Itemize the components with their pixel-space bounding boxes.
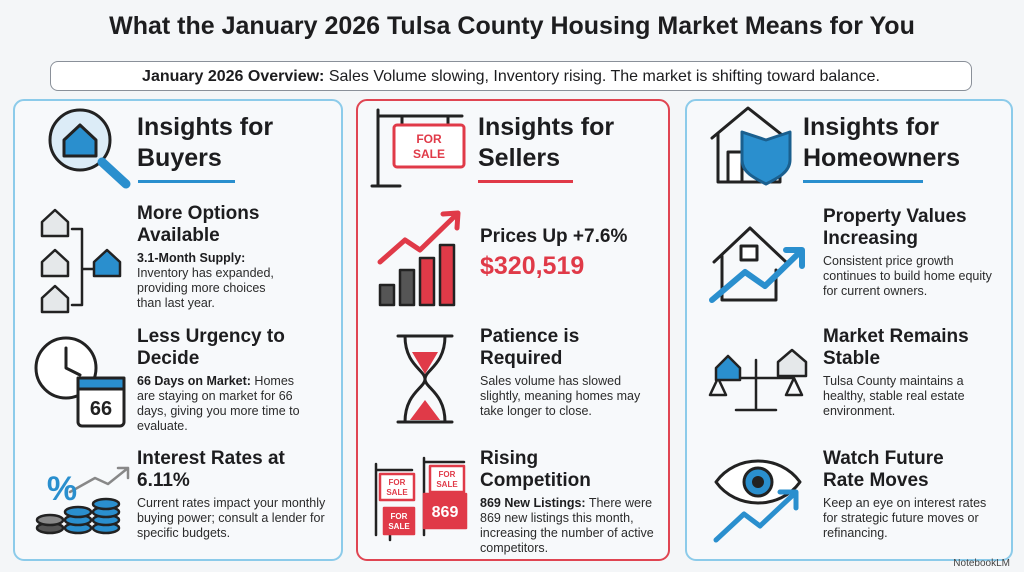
signs-icon [374, 456, 468, 542]
page-title: What the January 2026 Tulsa County Housi… [109, 12, 915, 40]
insight: Property Values Increasing Consistent pr… [823, 206, 998, 299]
sign-text: FOR [416, 132, 442, 146]
sign-text: SALE [388, 522, 410, 531]
insight: Watch Future Rate Moves Keep an eye on i… [823, 448, 993, 541]
insight-text: Inventory has expanded, providing more c… [137, 266, 274, 310]
insight-text: Consistent price growth continues to bui… [823, 254, 992, 298]
sign-text: FOR [391, 512, 408, 521]
calendar-number: 66 [90, 398, 112, 420]
insight-title: Property Values Increasing [823, 206, 967, 249]
column-heading: Insights for Homeowners [803, 113, 960, 172]
insight-title: Less Urgency to Decide [137, 326, 285, 369]
sale-sign-icon [370, 108, 466, 188]
rates-icon [35, 466, 130, 535]
panel-homeowners [685, 99, 1013, 561]
balance-icon [708, 348, 808, 412]
overview-label: January 2026 Overview: [142, 68, 325, 85]
panel-sellers [356, 99, 670, 561]
insight-title: Market Remains Stable [823, 326, 969, 369]
insight: Rising Competition 869 New Listings: The… [480, 448, 658, 556]
insight-title: Prices Up +7.6% [480, 226, 628, 247]
insight: Market Remains Stable Tulsa County maint… [823, 326, 993, 419]
insight-text: Homes are staying on market for 66 days,… [137, 374, 300, 433]
insight-title: Patience is Required [480, 326, 580, 369]
house-shield-icon [710, 106, 792, 186]
insight-text: Keep an eye on interest rates for strate… [823, 496, 987, 540]
magnifier-icon [48, 108, 131, 189]
growth-chart-icon [377, 210, 461, 307]
panel-buyers [13, 99, 343, 561]
underline [803, 180, 923, 183]
insight-body: 3.1-Month Supply: Inventory has expanded,… [137, 251, 289, 311]
insight-text: Sales volume has slowed slightly, meanin… [480, 374, 641, 418]
insight-lead: 869 New Listings: [480, 496, 586, 510]
insight: Less Urgency to Decide 66 Days on Market… [137, 326, 313, 434]
insight: Prices Up +7.6% $320,519 [480, 226, 660, 281]
insight-title: Interest Rates at 6.11% [137, 448, 285, 491]
insight-title: Rising Competition [480, 448, 591, 491]
sign-text: SALE [413, 147, 445, 161]
value-growth-icon [709, 226, 805, 303]
percent-symbol: % [47, 470, 77, 508]
insight: Patience is Required Sales volume has sl… [480, 326, 645, 419]
hourglass-icon [396, 334, 454, 424]
sign-text: FOR [389, 478, 406, 487]
column-heading: Insights for Buyers [137, 113, 274, 172]
insight-lead: 3.1-Month Supply: [137, 251, 246, 265]
insight-text: There were 869 new listings this month, … [480, 496, 654, 555]
insight-body: 869 New Listings: There were 869 new lis… [480, 496, 658, 556]
listings-number: 869 [432, 504, 459, 521]
sign-text: SALE [436, 480, 458, 489]
insight-text: Tulsa County maintains a healthy, stable… [823, 374, 965, 418]
sign-text: SALE [386, 488, 408, 497]
insight: More Options Available 3.1-Month Supply:… [137, 203, 289, 311]
insight-body: 66 Days on Market: Homes are staying on … [137, 374, 313, 434]
underline [478, 180, 573, 183]
footer-credit: NotebookLM [953, 558, 1010, 569]
overview-bar: January 2026 Overview: Sales Volume slow… [50, 61, 972, 91]
sign-text: FOR [439, 470, 456, 479]
insight-title: Watch Future Rate Moves [823, 448, 944, 491]
column-heading: Insights for Sellers [478, 113, 615, 172]
houses-icon [40, 208, 122, 314]
insight-lead: 66 Days on Market: [137, 374, 251, 388]
eye-icon [713, 459, 802, 543]
insight-title: More Options Available [137, 203, 260, 246]
insight-text: Current rates impact your monthly buying… [137, 496, 326, 540]
median-price: $320,519 [480, 252, 585, 280]
overview-text: Sales Volume slowing, Inventory rising. … [328, 68, 880, 85]
underline [138, 180, 235, 183]
clock-calendar-icon [34, 336, 126, 428]
insight: Interest Rates at 6.11% Current rates im… [137, 448, 327, 541]
